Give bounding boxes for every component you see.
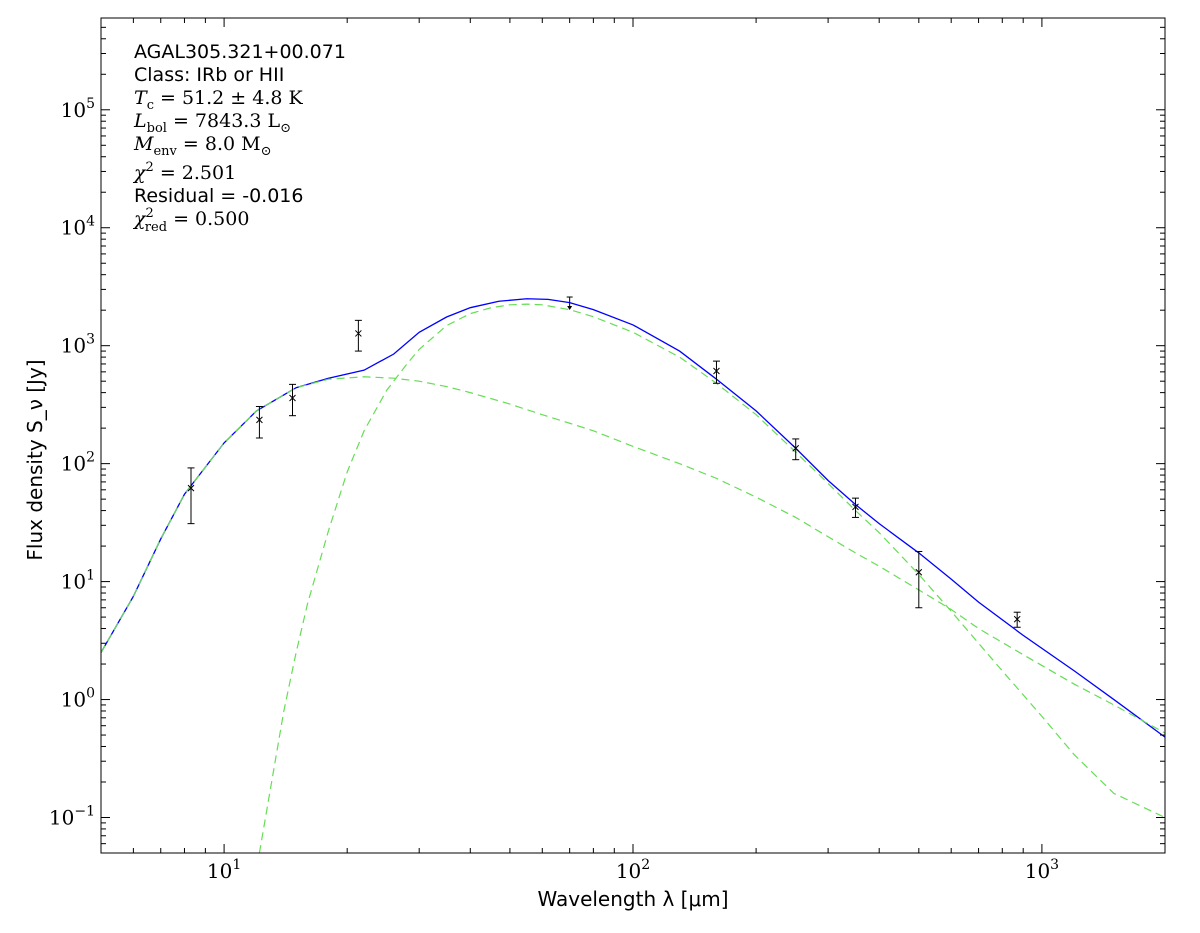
data-point: [792, 438, 800, 461]
y-tick-label: 100: [61, 686, 95, 712]
tick-label-exponent: −1: [74, 803, 95, 819]
chi-red-sub: red: [145, 220, 167, 235]
chi-red-sup: 2: [146, 206, 154, 221]
x-tick-label: 101: [207, 857, 241, 883]
x-tick-label: 103: [1025, 857, 1059, 883]
temperature-label: Tc = 51.2 ± 4.8 K: [134, 87, 304, 113]
data-point: [915, 550, 923, 609]
model-curves: [101, 298, 1165, 853]
luminosity-label: Lbol = 7843.3 L⊙: [133, 110, 291, 136]
x-axis-label: Wavelength λ [μm]: [537, 887, 728, 911]
chi-red-value: = 0.500: [167, 208, 249, 230]
y-tick-label: 103: [61, 332, 95, 358]
mass-value: = 8.0 M: [177, 133, 261, 155]
curve-cold-component: [258, 303, 1165, 853]
tick-label-exponent: 5: [86, 96, 95, 112]
data-point: [289, 383, 297, 417]
y-tick-label: 104: [61, 214, 95, 240]
reduced-chi-squared-label: χ2 red = 0.500: [132, 206, 249, 235]
source-name: AGAL305.321+00.071: [134, 41, 346, 63]
y-tick-label: 101: [61, 568, 95, 594]
tick-label-exponent: 3: [86, 332, 95, 348]
chi-value: = 2.501: [154, 162, 236, 184]
point-marker: [256, 416, 263, 424]
mass-symbol: M: [133, 133, 154, 155]
data-point: [255, 406, 263, 439]
data-point: [851, 497, 859, 518]
data-point: [354, 319, 362, 352]
tick-label-base: 10: [61, 688, 86, 712]
tick-label-exponent: 2: [86, 450, 95, 466]
curve-warm-component: [101, 376, 1165, 734]
data-point: [566, 296, 573, 311]
envelope-mass-label: Menv = 8.0 M⊙: [133, 133, 272, 159]
point-marker: [289, 394, 296, 402]
solar-symbol: ⊙: [280, 121, 291, 136]
solar-symbol: ⊙: [261, 144, 272, 159]
point-marker: [355, 330, 362, 337]
tick-label-base: 10: [207, 859, 232, 883]
tick-label-exponent: 1: [232, 857, 241, 873]
mass-sub: env: [153, 144, 177, 159]
point-marker: [915, 568, 923, 576]
tick-label-exponent: 0: [86, 686, 95, 702]
curve-total: [101, 298, 1165, 738]
data-point: [712, 360, 720, 384]
point-marker: [852, 503, 859, 511]
temperature-sub: c: [147, 98, 154, 113]
chi-symbol: χ: [132, 162, 147, 184]
x-tick-label: 102: [616, 857, 650, 883]
tick-label-base: 10: [49, 805, 74, 829]
axis-ticks: [100, 17, 1166, 854]
y-axis-label: Flux density S_ν [Jy]: [23, 359, 47, 560]
tick-label-exponent: 2: [641, 857, 650, 873]
residual-label: Residual = -0.016: [134, 185, 304, 207]
luminosity-sub: bol: [147, 121, 167, 136]
tick-label-exponent: 4: [86, 214, 95, 230]
tick-label-exponent: 3: [1050, 857, 1059, 873]
point-marker: [1013, 615, 1021, 623]
annotation-block: AGAL305.321+00.071 Class: IRb or HII Tc …: [132, 41, 346, 235]
temperature-value: = 51.2 ± 4.8 K: [154, 87, 304, 109]
point-marker: [792, 444, 800, 452]
luminosity-symbol: L: [133, 110, 147, 132]
tick-label-base: 10: [61, 570, 86, 594]
chi-sup: 2: [146, 160, 154, 175]
point-marker: [713, 367, 720, 375]
tick-label-base: 10: [61, 216, 86, 240]
chi-squared-label: χ2 = 2.501: [132, 160, 236, 184]
y-tick-label: 10−1: [49, 803, 95, 829]
tick-label-base: 10: [61, 334, 86, 358]
luminosity-value: = 7843.3 L: [167, 110, 281, 132]
y-tick-label: 105: [61, 96, 95, 122]
tick-label-base: 10: [1025, 859, 1050, 883]
tick-label-base: 10: [616, 859, 641, 883]
data-points: [187, 296, 1021, 628]
data-point: [187, 467, 195, 525]
data-point: [1013, 611, 1021, 628]
upper-limit-arrow: [567, 306, 573, 311]
tick-label-base: 10: [61, 452, 86, 476]
tick-label-exponent: 1: [86, 568, 95, 584]
chi-red-symbol: χ: [132, 208, 147, 230]
class-label: Class: IRb or HII: [134, 64, 284, 86]
tick-label-base: 10: [61, 98, 86, 122]
point-marker: [187, 484, 195, 492]
temperature-symbol: T: [134, 87, 148, 109]
y-tick-label: 102: [61, 450, 95, 476]
